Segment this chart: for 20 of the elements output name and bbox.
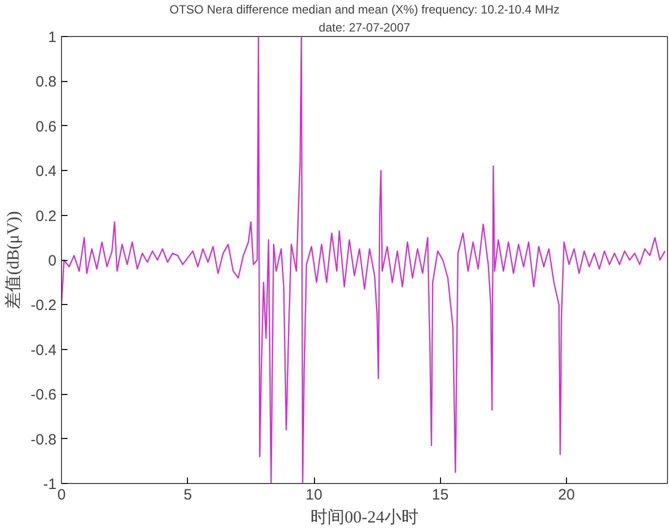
x-tick-label: 5 <box>184 486 192 504</box>
y-tick-label: -0.2 <box>30 297 57 314</box>
y-tick-label: 1 <box>48 29 56 46</box>
x-tick-label: 20 <box>558 486 575 504</box>
y-tick-label: 0.8 <box>36 74 57 91</box>
y-tick-label: -0.8 <box>30 431 57 448</box>
y-tick-label: -0.4 <box>30 342 57 359</box>
y-tick-label: 0.4 <box>36 163 57 180</box>
y-tick-label: 0.2 <box>36 208 57 225</box>
y-axis-title: 差值(dB(μV)) <box>4 211 23 309</box>
y-tick-label: -0.6 <box>30 386 57 404</box>
line-series <box>62 36 666 484</box>
y-tick-label: -1 <box>43 476 57 493</box>
y-tick-label: 0.6 <box>36 118 57 136</box>
x-tick-label: 15 <box>432 486 449 504</box>
chart-subtitle: date: 27-07-2007 <box>318 20 411 34</box>
chart-title: OTSO Nera difference median and mean (X%) frequency: 10.2-10.4 MHz <box>170 2 560 16</box>
y-tick-label: 0 <box>48 252 56 270</box>
x-axis-title: 时间00-24小时 <box>310 508 418 526</box>
x-tick-label: 10 <box>306 486 322 504</box>
